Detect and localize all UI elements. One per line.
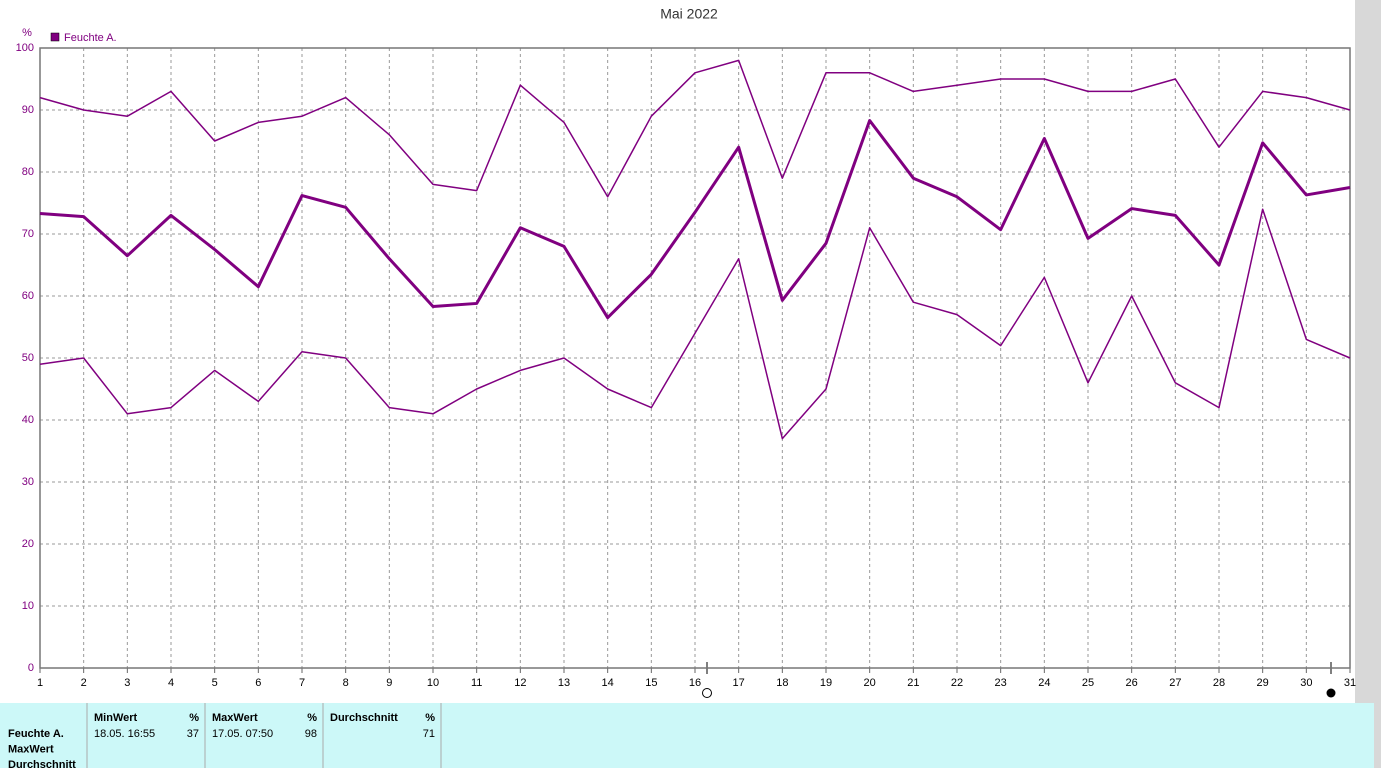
x-tick-label: 31 — [1344, 677, 1356, 689]
x-tick-label: 9 — [386, 677, 392, 689]
x-tick-label: 25 — [1082, 677, 1094, 689]
y-tick-label: 100 — [16, 42, 34, 54]
col-header: MaxWert — [212, 712, 258, 724]
cell-time: 17.05. 07:50 — [212, 728, 273, 740]
x-tick-label: 17 — [733, 677, 745, 689]
x-tick-label: 24 — [1038, 677, 1050, 689]
y-unit: % — [22, 27, 32, 39]
series-line — [39, 59, 1351, 198]
y-tick-label: 50 — [22, 352, 34, 364]
cell-value: 98 — [305, 728, 317, 740]
y-tick-label: 10 — [22, 600, 34, 612]
moon-full — [702, 688, 712, 698]
x-tick-label: 27 — [1169, 677, 1181, 689]
y-tick-label: 0 — [28, 662, 34, 674]
y-tick-label: 70 — [22, 228, 34, 240]
x-tick-label: 4 — [168, 677, 174, 689]
x-tick-label: 2 — [81, 677, 87, 689]
legend-label: Feuchte A. — [64, 32, 117, 44]
col-unit: % — [307, 712, 317, 724]
col-unit: % — [425, 712, 435, 724]
x-tick-label: 23 — [995, 677, 1007, 689]
y-tick-label: 80 — [22, 166, 34, 178]
x-tick-label: 28 — [1213, 677, 1225, 689]
row-label: Durchschnitt — [8, 759, 76, 768]
x-tick-label: 21 — [907, 677, 919, 689]
x-tick-label: 10 — [427, 677, 439, 689]
cell-value: 71 — [423, 728, 435, 740]
x-tick-label: 16 — [689, 677, 701, 689]
x-tick-label: 7 — [299, 677, 305, 689]
col-header: MinWert — [94, 712, 138, 724]
x-tick-label: 11 — [471, 677, 482, 689]
y-tick-label: 20 — [22, 538, 34, 550]
x-tick-label: 12 — [514, 677, 526, 689]
x-tick-label: 22 — [951, 677, 963, 689]
cell-value: 37 — [187, 728, 199, 740]
x-tick-label: 14 — [602, 677, 614, 689]
x-tick-label: 8 — [343, 677, 349, 689]
moon-new — [1326, 688, 1336, 698]
row-label: MaxWert — [8, 743, 54, 755]
side-strip — [1355, 0, 1381, 768]
legend-swatch — [50, 32, 60, 42]
table-bg — [0, 703, 1374, 768]
chart-title: Mai 2022 — [660, 6, 718, 22]
col-unit: % — [189, 712, 199, 724]
x-tick-label: 18 — [776, 677, 788, 689]
row-label: Feuchte A. — [8, 728, 64, 740]
series-line — [39, 208, 1351, 440]
x-tick-label: 20 — [864, 677, 876, 689]
y-tick-label: 60 — [22, 290, 34, 302]
summary-table: Feuchte A. MaxWert Durchschnitt MinWert % 18.… — [0, 703, 1374, 771]
x-tick-label: 19 — [820, 677, 832, 689]
x-tick-label: 3 — [124, 677, 130, 689]
cell-time: 18.05. 16:55 — [94, 728, 155, 740]
x-tick-label: 26 — [1126, 677, 1138, 689]
x-tick-label: 13 — [558, 677, 570, 689]
y-tick-label: 40 — [22, 414, 34, 426]
x-tick-label: 30 — [1300, 677, 1312, 689]
x-tick-label: 6 — [255, 677, 261, 689]
x-tick-label: 1 — [37, 677, 43, 689]
series-line — [39, 119, 1351, 320]
x-tick-label: 15 — [645, 677, 657, 689]
y-tick-label: 30 — [22, 476, 34, 488]
x-tick-label: 5 — [212, 677, 218, 689]
y-tick-label: 90 — [22, 104, 34, 116]
x-tick-label: 29 — [1257, 677, 1269, 689]
col-header: Durchschnitt — [330, 712, 398, 724]
